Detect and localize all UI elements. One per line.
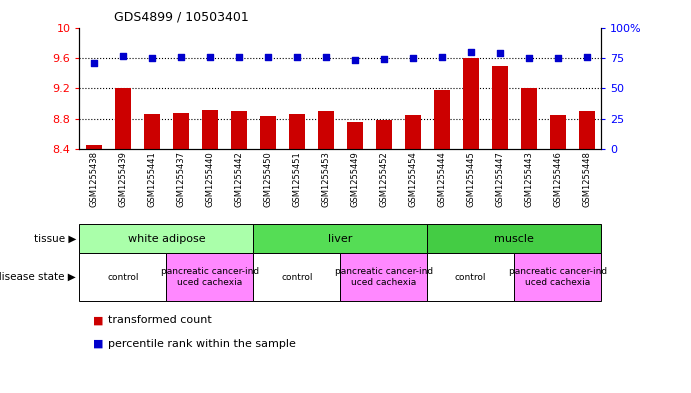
Text: GSM1255446: GSM1255446 — [553, 151, 562, 207]
Point — [117, 52, 129, 59]
Point — [581, 53, 592, 60]
Bar — [173, 113, 189, 149]
Text: control: control — [281, 273, 312, 281]
Text: transformed count: transformed count — [108, 315, 212, 325]
Point — [378, 56, 389, 62]
Text: control: control — [455, 273, 486, 281]
Bar — [434, 90, 450, 149]
Text: control: control — [107, 273, 139, 281]
Text: GSM1255440: GSM1255440 — [205, 151, 214, 207]
Text: GSM1255439: GSM1255439 — [118, 151, 127, 207]
Bar — [318, 111, 334, 149]
Bar — [86, 145, 102, 149]
Point — [494, 50, 505, 56]
Bar — [254, 224, 427, 253]
Point — [205, 53, 216, 60]
Bar — [405, 115, 421, 149]
Point — [263, 53, 274, 60]
Text: GSM1255454: GSM1255454 — [408, 151, 417, 207]
Bar — [550, 115, 566, 149]
Text: GSM1255442: GSM1255442 — [234, 151, 243, 207]
Point — [88, 60, 100, 66]
Text: white adipose: white adipose — [128, 234, 205, 244]
Text: pancreatic cancer-ind
uced cachexia: pancreatic cancer-ind uced cachexia — [509, 267, 607, 287]
Point — [523, 55, 534, 61]
Bar — [202, 110, 218, 149]
Point — [436, 53, 447, 60]
Point — [349, 57, 360, 64]
Bar — [347, 122, 363, 149]
Text: GSM1255444: GSM1255444 — [437, 151, 446, 207]
Point — [176, 53, 187, 60]
Text: GSM1255451: GSM1255451 — [292, 151, 301, 207]
Bar — [463, 58, 479, 149]
Text: GSM1255441: GSM1255441 — [147, 151, 156, 207]
Bar — [427, 224, 601, 253]
Text: GSM1255449: GSM1255449 — [350, 151, 359, 207]
Bar — [514, 253, 601, 301]
Text: GSM1255450: GSM1255450 — [263, 151, 272, 207]
Text: GSM1255443: GSM1255443 — [524, 151, 533, 207]
Text: disease state ▶: disease state ▶ — [0, 272, 76, 282]
Bar — [521, 88, 537, 149]
Bar — [340, 253, 427, 301]
Bar — [427, 253, 514, 301]
Text: ■: ■ — [93, 339, 104, 349]
Bar — [492, 66, 508, 149]
Bar — [79, 224, 254, 253]
Point — [407, 55, 418, 61]
Text: pancreatic cancer-ind
uced cachexia: pancreatic cancer-ind uced cachexia — [334, 267, 433, 287]
Bar — [260, 116, 276, 149]
Text: pancreatic cancer-ind
uced cachexia: pancreatic cancer-ind uced cachexia — [161, 267, 259, 287]
Point — [552, 55, 563, 61]
Text: muscle: muscle — [494, 234, 534, 244]
Bar — [79, 253, 167, 301]
Bar — [231, 110, 247, 149]
Bar — [376, 120, 392, 149]
Text: percentile rank within the sample: percentile rank within the sample — [108, 339, 296, 349]
Text: GSM1255452: GSM1255452 — [379, 151, 388, 207]
Bar — [254, 253, 340, 301]
Bar — [578, 111, 595, 149]
Bar — [144, 114, 160, 149]
Point — [146, 55, 158, 61]
Text: GSM1255453: GSM1255453 — [321, 151, 330, 207]
Bar — [167, 253, 254, 301]
Text: GSM1255438: GSM1255438 — [89, 151, 98, 207]
Text: ■: ■ — [93, 315, 104, 325]
Point — [292, 53, 303, 60]
Bar — [289, 114, 305, 149]
Text: liver: liver — [328, 234, 352, 244]
Text: GSM1255448: GSM1255448 — [583, 151, 591, 207]
Bar — [115, 88, 131, 149]
Point — [465, 49, 476, 55]
Text: GSM1255445: GSM1255445 — [466, 151, 475, 207]
Point — [321, 53, 332, 60]
Text: tissue ▶: tissue ▶ — [34, 234, 76, 244]
Text: GDS4899 / 10503401: GDS4899 / 10503401 — [114, 11, 249, 24]
Text: GSM1255447: GSM1255447 — [495, 151, 504, 207]
Text: GSM1255437: GSM1255437 — [176, 151, 185, 207]
Point — [234, 53, 245, 60]
